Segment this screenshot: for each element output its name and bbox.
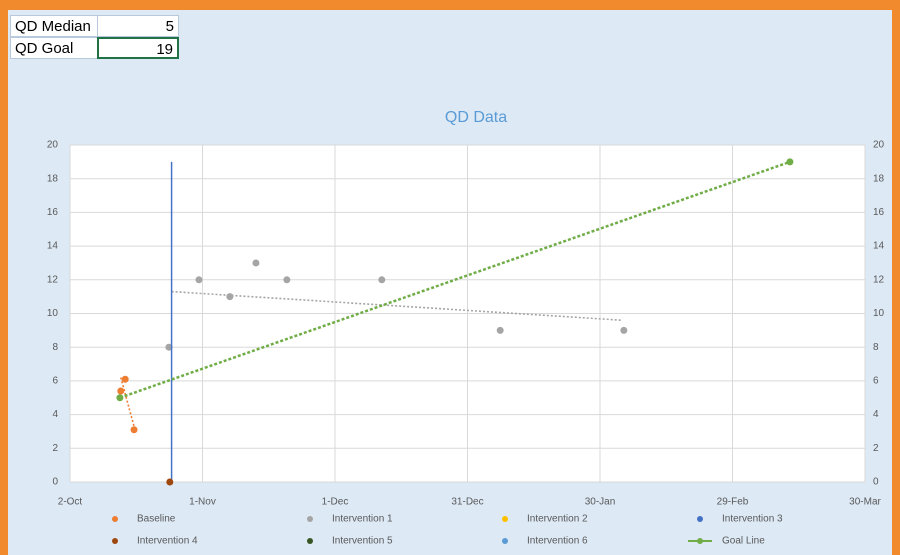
- legend-swatch: [697, 538, 703, 544]
- point: [283, 276, 291, 284]
- legend-label: Intervention 5: [332, 536, 393, 547]
- x-tick-label: 30-Mar: [849, 497, 881, 508]
- legend-label: Intervention 4: [137, 536, 198, 547]
- y-tick-label: 0: [52, 477, 58, 488]
- x-tick-label: 2-Oct: [58, 497, 83, 508]
- y2-tick-label: 20: [873, 140, 885, 151]
- y-tick-label: 10: [47, 308, 59, 319]
- x-tick-label: 30-Jan: [585, 497, 616, 508]
- y-tick-label: 14: [47, 241, 59, 252]
- y-tick-label: 4: [52, 409, 58, 420]
- series-line: [119, 160, 791, 399]
- x-tick-label: 31-Dec: [451, 497, 483, 508]
- chart-title: QD Data: [445, 109, 507, 126]
- y-tick-label: 12: [47, 274, 59, 285]
- y-tick-label: 18: [47, 173, 59, 184]
- y2-tick-label: 0: [873, 477, 879, 488]
- y2-tick-label: 18: [873, 173, 885, 184]
- cell[interactable]: QD Goal: [10, 37, 98, 59]
- y2-tick-label: 6: [873, 376, 879, 387]
- point: [130, 426, 138, 434]
- x-tick-label: 1-Nov: [189, 497, 216, 508]
- y2-tick-label: 16: [873, 207, 885, 218]
- legend-label: Baseline: [137, 514, 176, 525]
- y-tick-label: 16: [47, 207, 59, 218]
- point: [378, 276, 386, 284]
- legend-label: Intervention 6: [527, 536, 588, 547]
- legend-label: Intervention 1: [332, 514, 393, 525]
- point: [117, 387, 125, 395]
- y2-tick-label: 2: [873, 443, 879, 454]
- legend-swatch: [697, 516, 703, 522]
- point: [195, 276, 203, 284]
- x-tick-label: 1-Dec: [322, 497, 349, 508]
- legend-label: Intervention 2: [527, 514, 588, 525]
- point: [165, 343, 173, 351]
- point: [786, 158, 794, 166]
- y-tick-label: 6: [52, 376, 58, 387]
- x-tick-label: 29-Feb: [717, 497, 749, 508]
- y2-tick-label: 10: [873, 308, 885, 319]
- cell-selected[interactable]: 19: [97, 37, 179, 59]
- y2-tick-label: 14: [873, 241, 885, 252]
- y-tick-label: 20: [47, 140, 59, 151]
- point: [252, 259, 260, 267]
- y2-tick-label: 4: [873, 409, 879, 420]
- point: [166, 478, 174, 486]
- point: [496, 326, 504, 334]
- y-tick-label: 2: [52, 443, 58, 454]
- legend-swatch: [502, 538, 508, 544]
- legend-swatch: [502, 516, 508, 522]
- trendline: [171, 290, 623, 322]
- point: [121, 375, 129, 383]
- cell[interactable]: 5: [97, 15, 179, 37]
- point: [226, 293, 234, 301]
- point: [116, 394, 124, 402]
- legend-swatch: [307, 538, 313, 544]
- y-tick-label: 8: [52, 342, 58, 353]
- y2-tick-label: 8: [873, 342, 879, 353]
- trendline: [120, 377, 135, 427]
- point: [620, 326, 628, 334]
- legend-swatch: [112, 538, 118, 544]
- y2-tick-label: 12: [873, 274, 885, 285]
- legend-swatch: [112, 516, 118, 522]
- legend-swatch: [307, 516, 313, 522]
- legend-label: Intervention 3: [722, 514, 783, 525]
- legend-label: Goal Line: [722, 536, 765, 547]
